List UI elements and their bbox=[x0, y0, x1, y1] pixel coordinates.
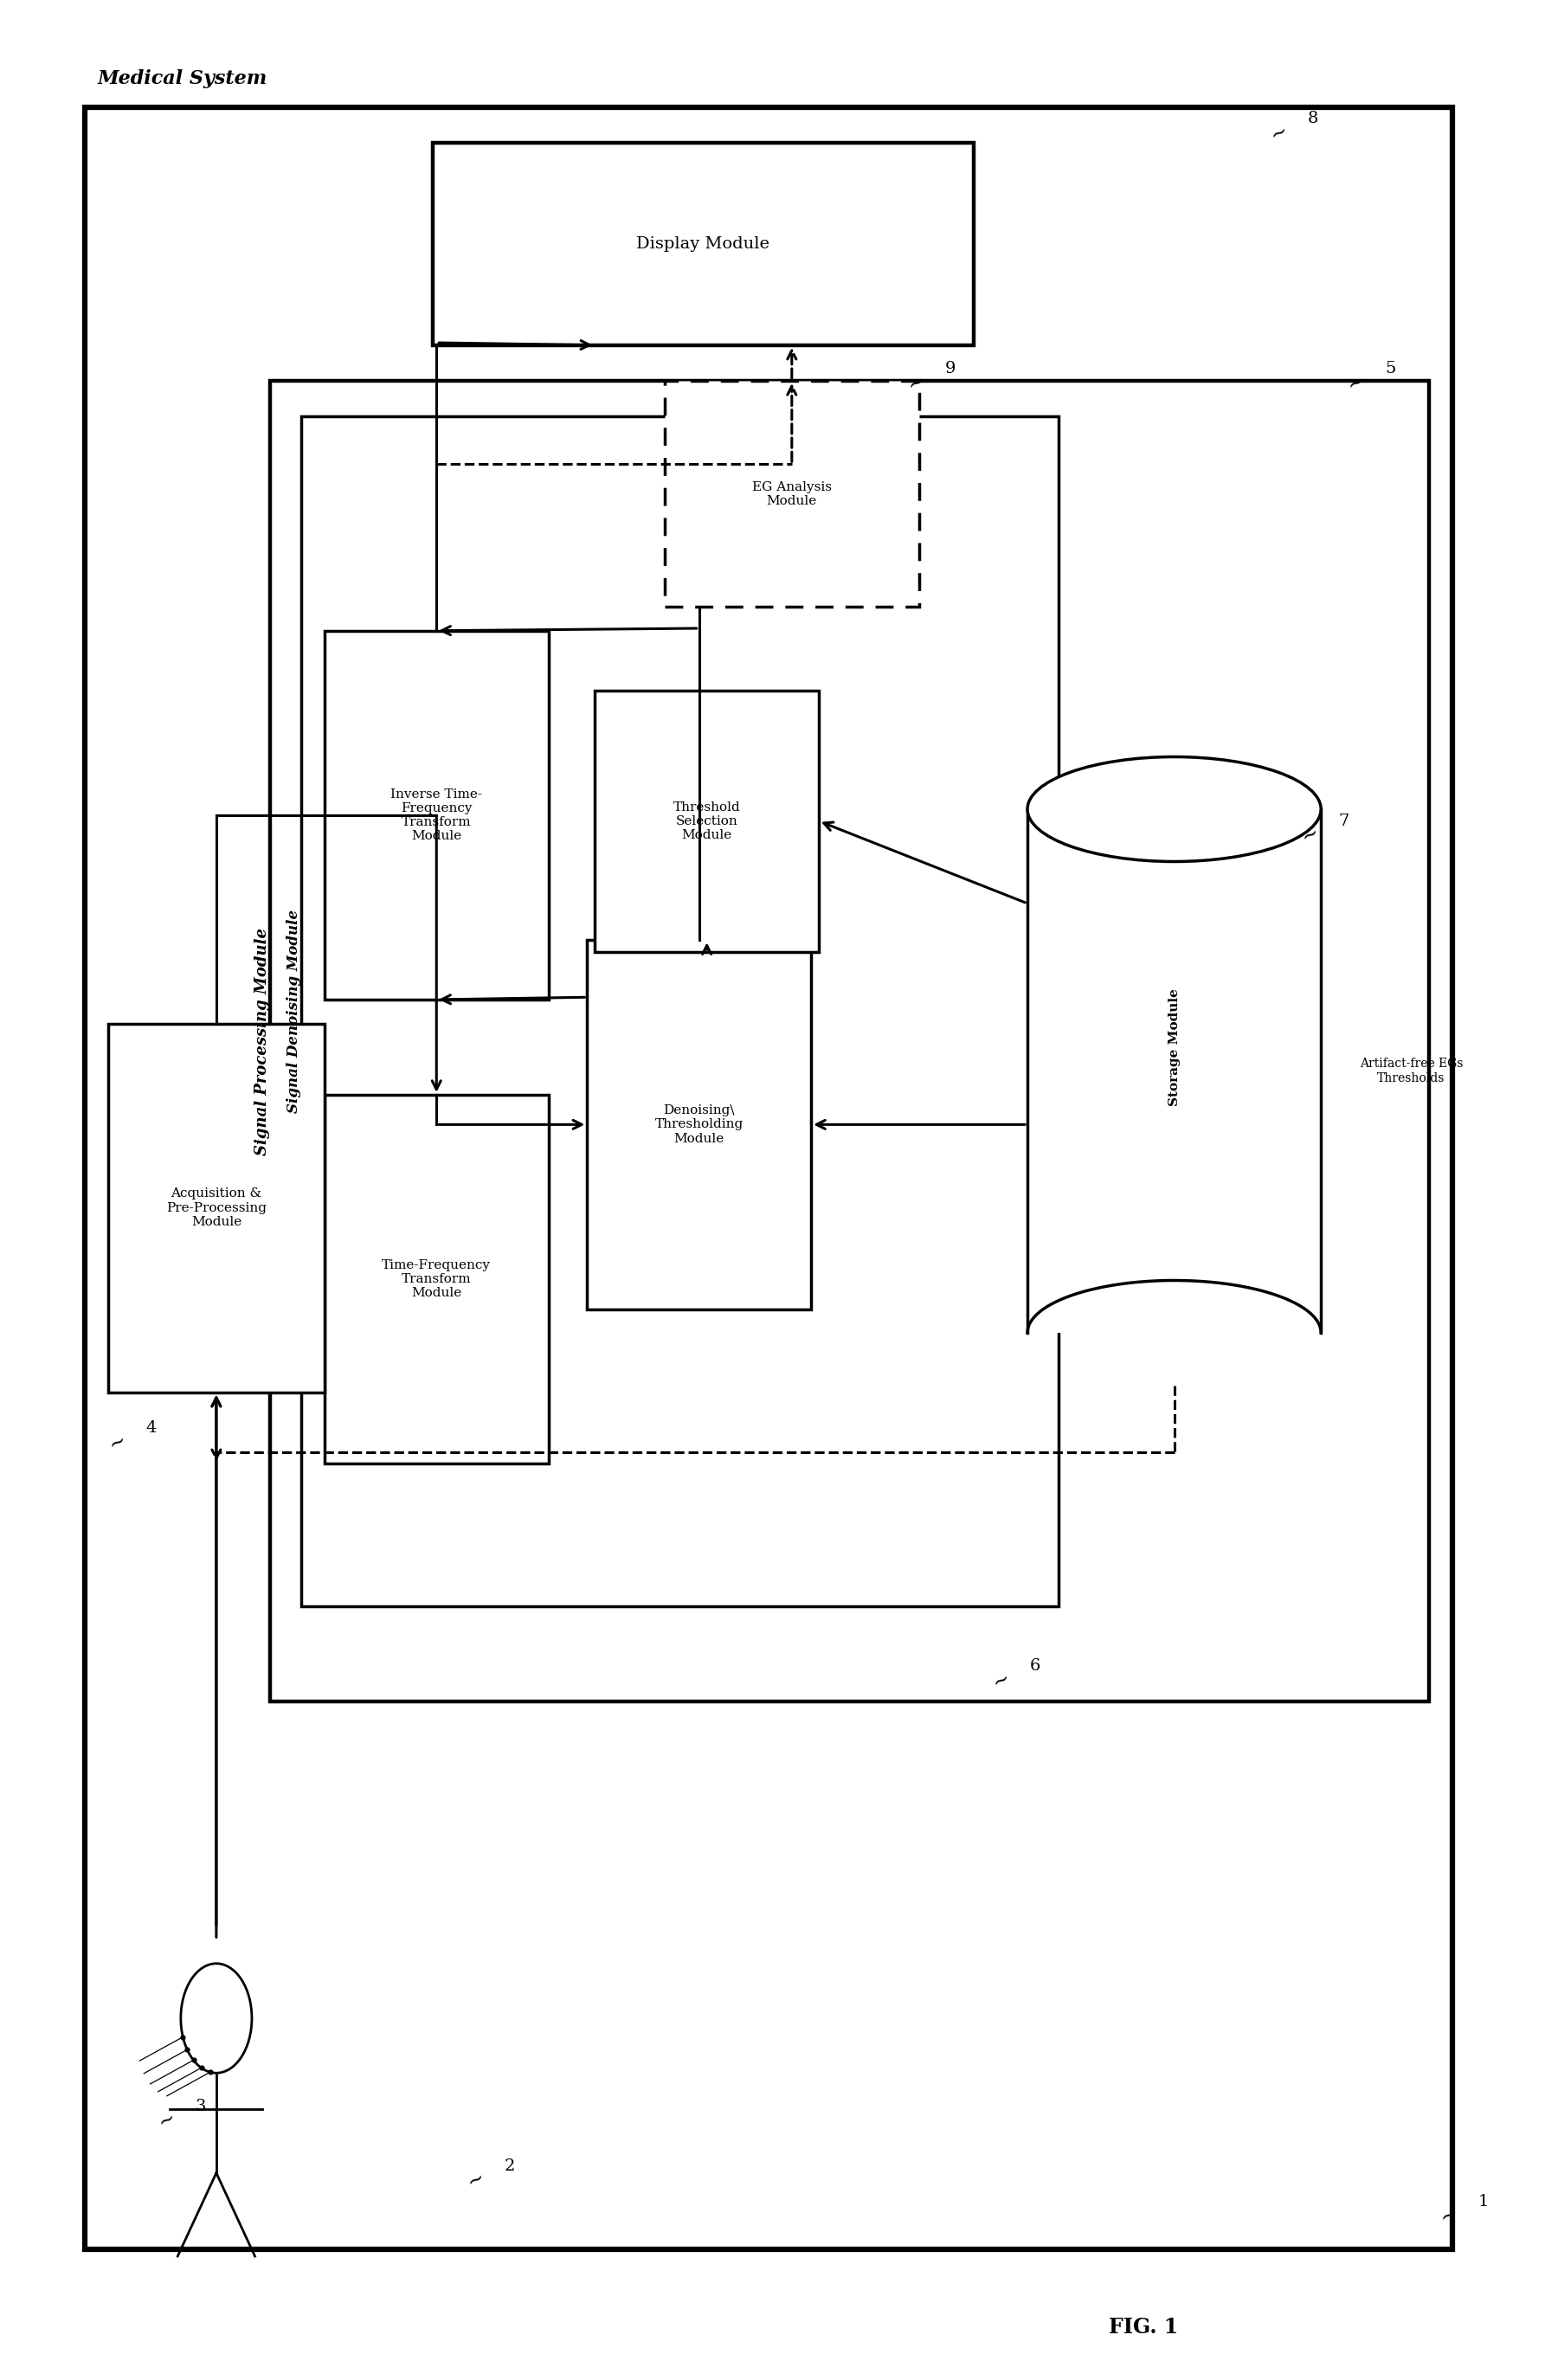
Bar bbox=[433, 143, 973, 345]
Text: Acquisition &
Pre-Processing
Module: Acquisition & Pre-Processing Module bbox=[167, 1188, 266, 1228]
Text: 6: 6 bbox=[1031, 1659, 1040, 1673]
Bar bbox=[324, 631, 548, 1000]
Text: ∼: ∼ bbox=[1298, 823, 1323, 847]
Ellipse shape bbox=[1027, 757, 1321, 862]
Text: FIG. 1: FIG. 1 bbox=[1109, 2318, 1177, 2337]
Text: Signal Processing Module: Signal Processing Module bbox=[255, 928, 270, 1154]
Text: 4: 4 bbox=[147, 1421, 156, 1435]
Text: ∼: ∼ bbox=[904, 371, 929, 395]
Text: ∼: ∼ bbox=[1267, 121, 1292, 145]
Text: EG Analysis
Module: EG Analysis Module bbox=[752, 481, 831, 507]
Bar bbox=[595, 690, 819, 952]
Text: ∼: ∼ bbox=[464, 2168, 488, 2192]
Text: Time-Frequency
Transform
Module: Time-Frequency Transform Module bbox=[382, 1259, 491, 1299]
Text: 1: 1 bbox=[1479, 2194, 1488, 2209]
Text: 7: 7 bbox=[1340, 814, 1349, 828]
Bar bbox=[270, 381, 1429, 1702]
Bar bbox=[324, 1095, 548, 1464]
Text: ∼: ∼ bbox=[1437, 2204, 1462, 2228]
Text: ∼: ∼ bbox=[1344, 371, 1369, 395]
Text: Medical System: Medical System bbox=[97, 69, 267, 88]
Text: ∼: ∼ bbox=[989, 1668, 1014, 1692]
Text: Threshold
Selection
Module: Threshold Selection Module bbox=[674, 802, 740, 840]
Text: Inverse Time-
Frequency
Transform
Module: Inverse Time- Frequency Transform Module bbox=[391, 788, 482, 843]
Text: Display Module: Display Module bbox=[637, 236, 769, 252]
Text: 3: 3 bbox=[195, 2099, 207, 2113]
Text: Artifact-free EGs
Thresholds: Artifact-free EGs Thresholds bbox=[1360, 1059, 1463, 1083]
Text: Signal Denoising Module: Signal Denoising Module bbox=[286, 909, 301, 1114]
Text: 2: 2 bbox=[505, 2159, 514, 2173]
Bar bbox=[301, 416, 1058, 1606]
Text: ∼: ∼ bbox=[154, 2109, 179, 2132]
Bar bbox=[85, 107, 1452, 2249]
Text: 8: 8 bbox=[1309, 112, 1318, 126]
Bar bbox=[664, 381, 919, 607]
Text: 5: 5 bbox=[1386, 362, 1395, 376]
Text: 9: 9 bbox=[944, 362, 956, 376]
Text: Denoising\
Thresholding
Module: Denoising\ Thresholding Module bbox=[655, 1104, 743, 1145]
Text: Storage Module: Storage Module bbox=[1168, 988, 1180, 1107]
Text: ∼: ∼ bbox=[105, 1430, 130, 1454]
Bar bbox=[587, 940, 811, 1309]
Bar bbox=[108, 1023, 324, 1392]
Bar bbox=[1027, 809, 1321, 1333]
